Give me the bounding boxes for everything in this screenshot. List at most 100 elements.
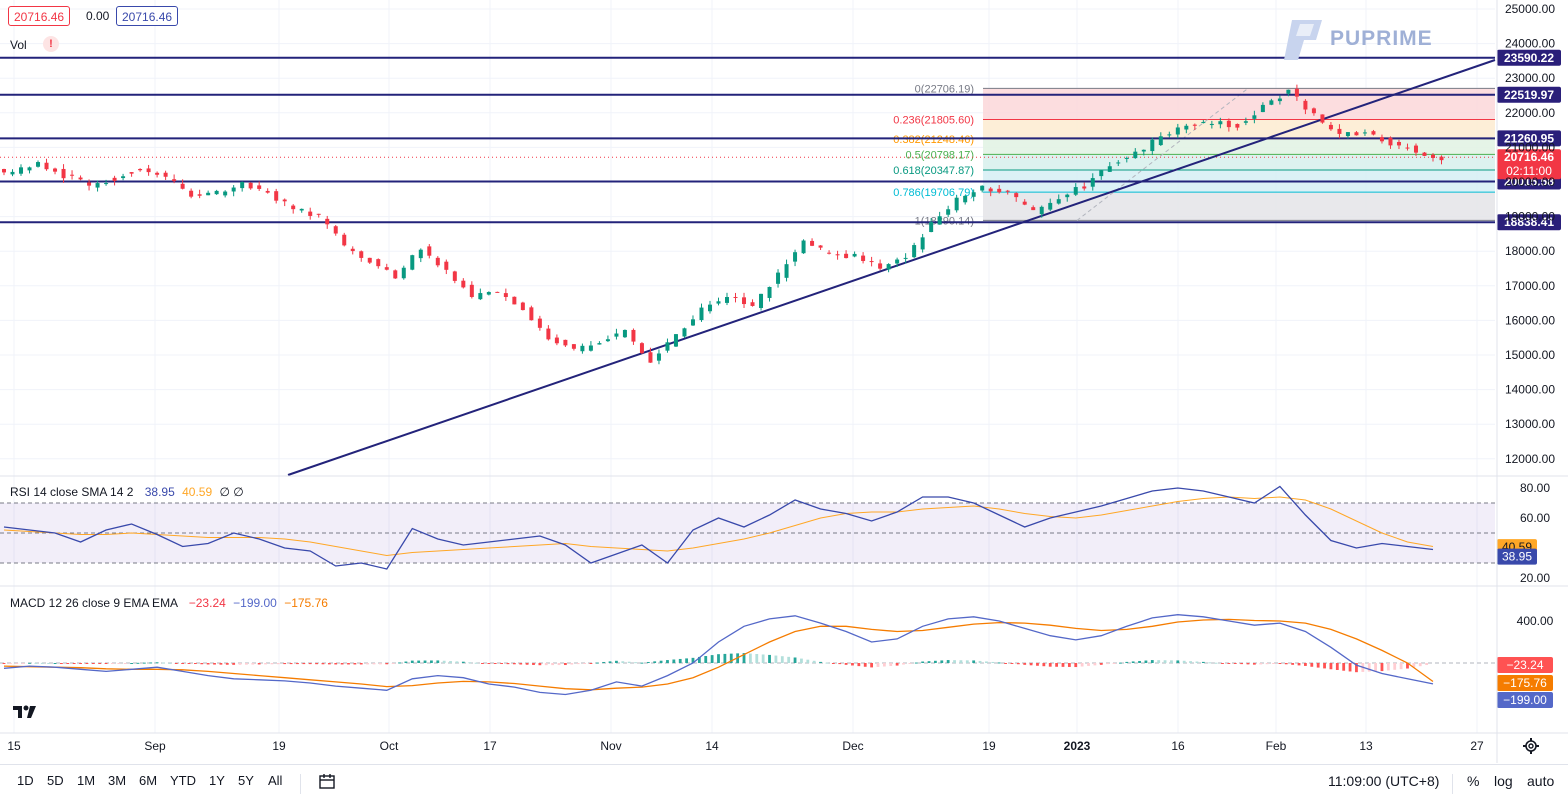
fib-diagonal [1076, 87, 1249, 221]
candle [673, 334, 678, 348]
candle-body [1396, 141, 1401, 146]
macd-histogram-bar [1182, 660, 1186, 663]
trendlines [287, 59, 1496, 476]
candle-body [563, 339, 568, 346]
fib-zone [983, 192, 1495, 221]
candle-body [2, 168, 6, 173]
candle-body [87, 182, 92, 186]
candle-body [1141, 149, 1146, 152]
tradingview-logo-icon[interactable] [12, 700, 38, 722]
candle-body [929, 222, 934, 233]
candle [1328, 122, 1333, 131]
macd-histogram-bar [1023, 663, 1027, 665]
candle [1439, 155, 1444, 165]
macd-histogram-bar [111, 663, 114, 664]
timeframe-1y[interactable]: 1Y [209, 773, 225, 788]
macd-histogram-bar [91, 663, 95, 664]
candle [1362, 129, 1367, 136]
timeframe-ytd[interactable]: YTD [170, 773, 196, 788]
candle [759, 293, 764, 311]
candle-body [759, 293, 764, 308]
candle-body [512, 296, 517, 305]
candle-body [912, 245, 917, 258]
macd-histogram-bar [1042, 663, 1046, 667]
candle [1158, 132, 1163, 146]
macd-histogram-bar [28, 662, 31, 664]
timeframe-5y[interactable]: 5Y [238, 773, 254, 788]
candle-body [129, 172, 134, 174]
timeframe-1d[interactable]: 1D [17, 773, 34, 788]
timeframe-6m[interactable]: 6M [139, 773, 158, 788]
macd-histogram-bar [117, 663, 121, 664]
candle-body [1413, 145, 1418, 153]
macd-histogram-bar [1335, 663, 1339, 670]
rsi-legend[interactable]: RSI 14 close SMA 14 2 38.95 40.59 ∅ ∅ [10, 485, 244, 499]
candle [639, 342, 644, 354]
candle [580, 343, 585, 354]
macd-histogram-bar [819, 661, 822, 663]
macd-histogram-bar [825, 662, 829, 664]
candle [1005, 189, 1010, 195]
candle [1150, 137, 1155, 156]
macd-histogram-bar [965, 660, 969, 663]
macd-histogram-bar [162, 662, 165, 664]
timeframe-3m[interactable]: 3M [108, 773, 127, 788]
vol-label[interactable]: Vol [10, 38, 27, 52]
candle [793, 249, 798, 267]
candle-body [1107, 166, 1112, 172]
date-range-icon[interactable] [318, 773, 336, 791]
timeframe-5d[interactable]: 5D [47, 773, 64, 788]
candle [716, 297, 721, 306]
macd-histogram-bar [921, 661, 925, 663]
axis-labels: 15 Sep 19 Oct 17 Nov 14 Dec 19 2023 16 Feb 13 27 25000… [7, 2, 1555, 753]
current-price-text: 20716.46 [1504, 150, 1554, 164]
candle [19, 164, 24, 176]
candle-body [529, 307, 534, 321]
candle [27, 166, 32, 174]
macd-legend[interactable]: MACD 12 26 close 9 EMA EMA −23.24 −199.0… [10, 596, 328, 610]
candle [699, 303, 704, 322]
macd-histogram-bar [213, 663, 216, 665]
timeframe-all[interactable]: All [268, 773, 283, 788]
candle [325, 215, 330, 229]
candle-body [878, 263, 883, 269]
macd-histogram-bar [1342, 663, 1346, 671]
macd-histogram-bar [563, 663, 567, 666]
candle [248, 182, 253, 190]
candle-body [189, 190, 194, 197]
candle [1226, 118, 1231, 132]
macd-histogram-bar [1233, 663, 1237, 664]
candle-body [444, 261, 449, 270]
macd-histogram-bar [327, 663, 331, 665]
fibonacci-retracement: 0(22706.19) 0.236(21805.60) 0.382(21248.46… [893, 83, 1495, 227]
candle-body [112, 177, 117, 181]
settings-gear-icon[interactable] [1522, 737, 1540, 755]
price-pill-1[interactable]: 20716.46 [8, 6, 71, 26]
candle [1422, 151, 1427, 157]
fib-zone [983, 88, 1495, 120]
timeframe-1m[interactable]: 1M [77, 773, 96, 788]
fib-label: 0.618(20347.87) [893, 165, 974, 177]
candle [1107, 162, 1112, 172]
price-tick-label: 15000.00 [1505, 348, 1555, 362]
rsi-axis-label: 80.00 [1520, 481, 1550, 495]
candle [920, 233, 925, 253]
vol-warning-icon[interactable]: ! [43, 36, 59, 52]
candle [1303, 99, 1308, 115]
candle [78, 175, 83, 181]
clock[interactable]: 11:09:00 (UTC+8) [1328, 773, 1440, 789]
candle [410, 254, 415, 271]
macd-histogram-bar [225, 663, 229, 665]
percent-toggle[interactable]: % [1467, 773, 1480, 789]
candle [1252, 110, 1257, 124]
macd-histogram-bar [1304, 663, 1307, 666]
price-pill-2[interactable]: 20716.46 [116, 6, 179, 26]
macd-histogram-bar [589, 663, 593, 664]
candle [861, 252, 866, 264]
auto-toggle[interactable]: auto [1527, 773, 1555, 789]
candle-body [367, 257, 372, 263]
log-toggle[interactable]: log [1494, 773, 1513, 789]
level-price-bg [1497, 49, 1561, 66]
macd-histogram-bar [15, 663, 19, 664]
